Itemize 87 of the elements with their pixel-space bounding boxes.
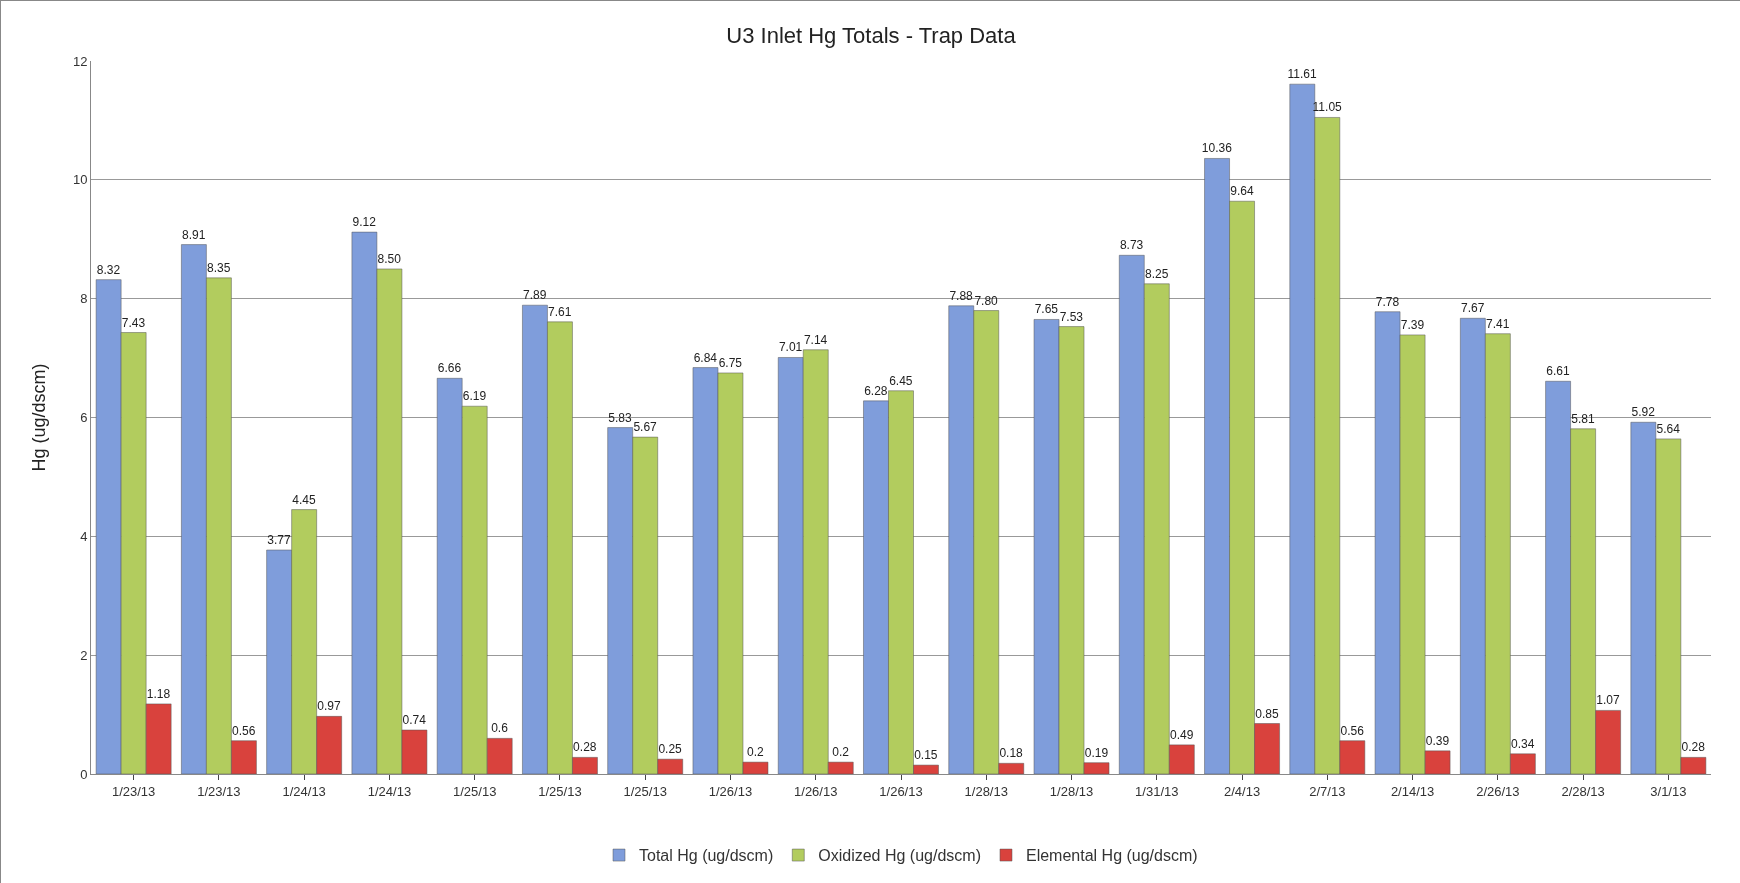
data-label: 0.34 [1511, 736, 1535, 751]
x-tick-label: 1/24/13 [282, 783, 326, 799]
data-label: 7.14 [803, 332, 828, 347]
data-label: 0.28 [1681, 740, 1706, 755]
legend-label: Elemental Hg (ug/dscm) [1025, 847, 1198, 865]
x-tick-label: 1/31/13 [1135, 783, 1179, 799]
data-label: 7.61 [548, 304, 572, 319]
data-label: 5.83 [608, 410, 633, 425]
data-label: 0.56 [1340, 723, 1365, 738]
data-label: 0.56 [232, 723, 256, 738]
x-tick-label: 2/28/13 [1561, 783, 1605, 799]
data-label: 8.91 [182, 227, 206, 242]
data-label: 7.41 [1486, 316, 1510, 331]
x-tick-label: 3/1/13 [1650, 783, 1687, 799]
legend-label: Total Hg (ug/dscm) [639, 847, 774, 865]
data-label: 9.12 [352, 215, 377, 230]
data-label: 0.25 [658, 742, 683, 757]
data-label: 11.61 [1287, 67, 1318, 82]
x-tick-label: 1/28/13 [964, 783, 1008, 799]
y-tick-label: 8 [80, 291, 88, 307]
x-tick-label: 1/25/13 [623, 783, 667, 799]
data-label: 6.84 [693, 350, 718, 365]
data-label: 0.85 [1255, 706, 1279, 721]
data-label: 6.75 [718, 355, 743, 370]
data-label: 0.39 [1425, 733, 1450, 748]
data-label: 4.45 [292, 492, 316, 507]
data-label: 8.73 [1119, 238, 1144, 253]
data-label: 8.25 [1144, 266, 1169, 281]
data-label: 0.6 [491, 721, 509, 736]
data-label: 0.2 [832, 745, 850, 760]
data-label: 1.18 [146, 686, 171, 701]
data-label: 6.61 [1546, 364, 1570, 379]
chart-title: U3 Inlet Hg Totals - Trap Data [726, 22, 1017, 48]
x-tick-label: 2/7/13 [1309, 783, 1346, 799]
data-label: 7.67 [1460, 301, 1485, 316]
data-label: 5.67 [633, 420, 658, 435]
y-axis-title: Hg (ug/dscm) [29, 363, 49, 472]
data-label: 10.36 [1201, 141, 1233, 156]
data-label: 0.2 [746, 745, 764, 760]
data-label: 0.97 [317, 699, 342, 714]
x-tick-label: 2/4/13 [1223, 783, 1261, 799]
data-label: 0.74 [402, 713, 427, 728]
x-tick-label: 1/26/13 [708, 783, 753, 799]
data-label: 8.35 [207, 260, 231, 275]
data-label: 7.01 [778, 340, 803, 355]
x-tick-label: 1/23/13 [111, 783, 156, 799]
x-tick-label: 2/26/13 [1476, 783, 1520, 799]
x-tick-label: 2/14/13 [1390, 783, 1435, 799]
y-tick-label: 12 [72, 53, 88, 69]
x-tick-label: 1/24/13 [367, 783, 412, 799]
data-label: 8.50 [377, 251, 402, 266]
data-label: 7.53 [1059, 309, 1084, 324]
y-tick-label: 4 [80, 528, 88, 544]
x-tick-label: 1/25/13 [538, 783, 582, 799]
data-label: 6.66 [437, 361, 462, 376]
data-label: 0.49 [1169, 727, 1194, 742]
data-label: 5.81 [1571, 411, 1595, 426]
data-label: 6.19 [462, 389, 487, 404]
data-label: 7.39 [1400, 317, 1425, 332]
data-label: 1.07 [1596, 693, 1620, 708]
data-label: 7.78 [1375, 294, 1400, 309]
data-label: 0.19 [1084, 745, 1109, 760]
data-label: 8.32 [96, 262, 121, 277]
data-label: 6.28 [864, 383, 888, 398]
data-label: 7.88 [949, 288, 974, 303]
x-tick-label: 1/28/13 [1049, 783, 1094, 799]
data-label: 0.18 [999, 746, 1024, 761]
data-label: 7.65 [1034, 302, 1059, 317]
legend-label: Oxidized Hg (ug/dscm) [818, 847, 981, 865]
x-tick-label: 1/23/13 [197, 783, 241, 799]
data-label: 7.89 [523, 288, 547, 303]
data-label: 5.92 [1631, 405, 1656, 420]
data-label: 6.45 [889, 373, 913, 388]
x-tick-label: 1/25/13 [452, 783, 497, 799]
x-tick-label: 1/26/13 [794, 783, 838, 799]
data-label: 7.80 [974, 293, 999, 308]
data-label: 7.43 [121, 315, 146, 330]
y-tick-label: 0 [80, 766, 88, 782]
y-tick-label: 6 [80, 410, 88, 426]
data-label: 9.64 [1230, 184, 1254, 199]
x-tick-label: 1/26/13 [879, 783, 923, 799]
data-label: 0.28 [573, 740, 597, 755]
data-label: 0.15 [914, 748, 938, 763]
y-tick-label: 10 [72, 172, 88, 188]
data-label: 3.77 [267, 533, 291, 547]
data-label: 5.64 [1656, 421, 1681, 436]
y-tick-label: 2 [80, 647, 88, 663]
